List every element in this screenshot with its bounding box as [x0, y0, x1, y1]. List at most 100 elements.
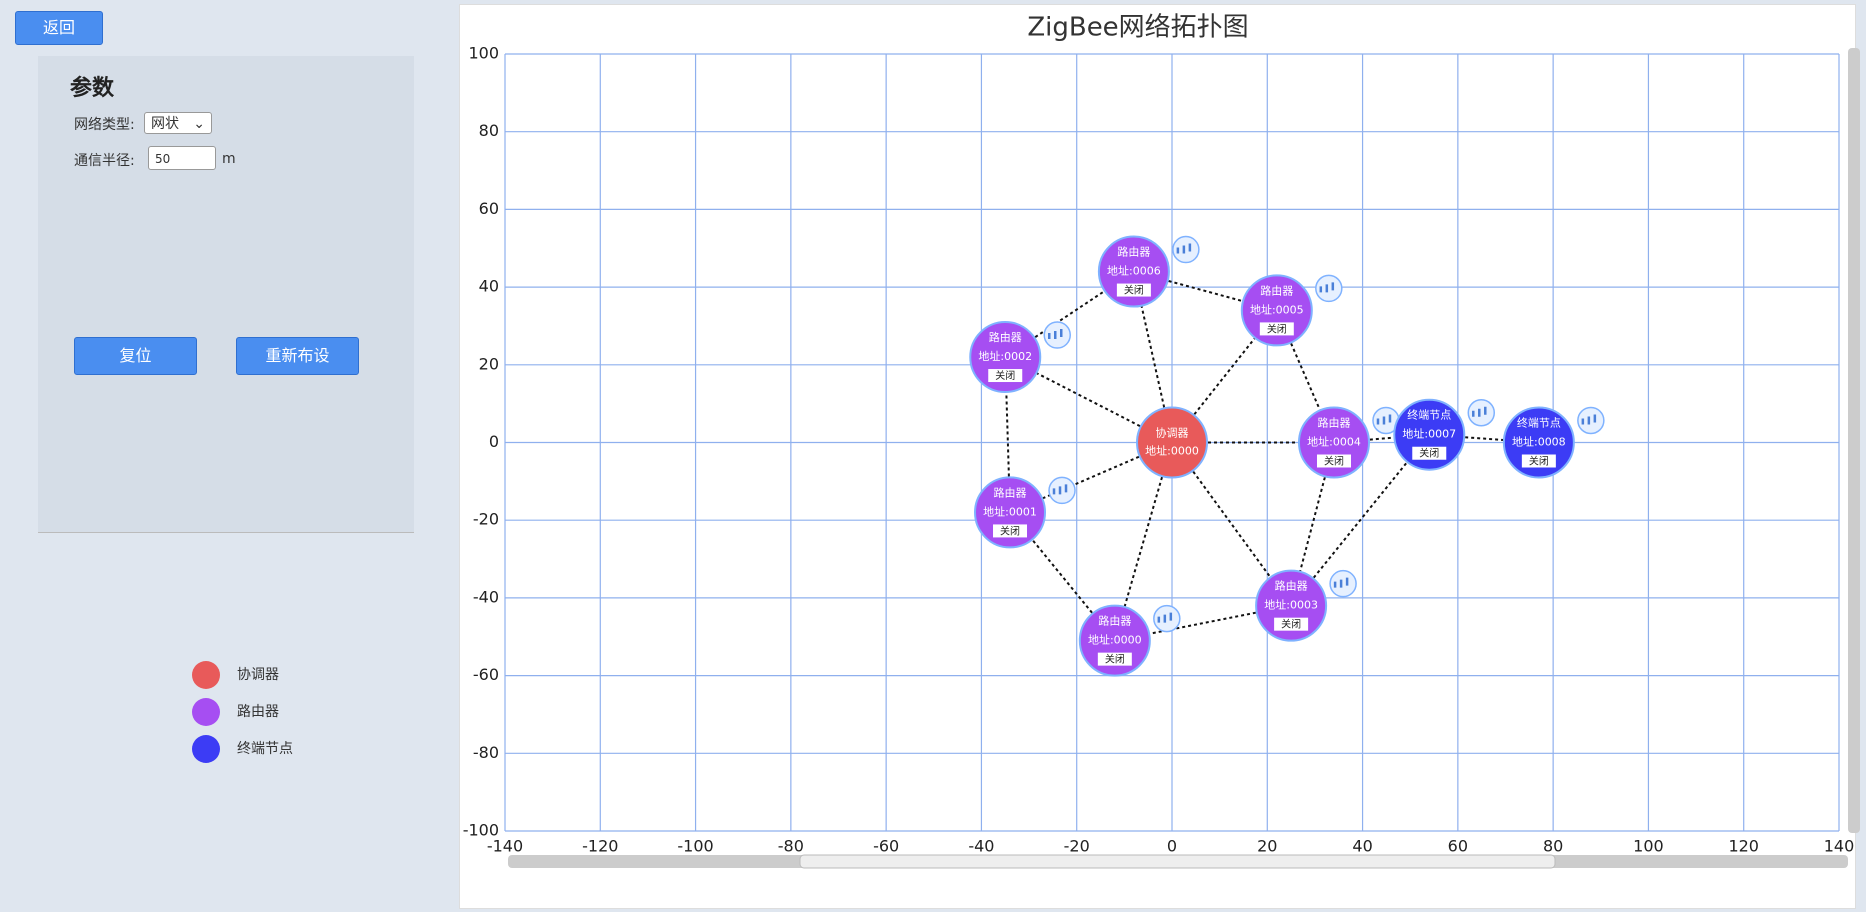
signal-bars	[1157, 612, 1173, 623]
legend-swatch	[192, 661, 220, 689]
y-tick-label: -80	[473, 743, 499, 762]
close-button[interactable]	[993, 524, 1028, 538]
x-tick-label: 60	[1448, 837, 1468, 856]
back-button[interactable]: 返回	[15, 11, 103, 45]
node-address: 地址:0005	[1250, 302, 1304, 316]
node-address: 地址:0002	[978, 349, 1032, 363]
close-button[interactable]	[1521, 454, 1556, 468]
node-address: 地址:0008	[1512, 435, 1566, 449]
node-address: 地址:0006	[1107, 264, 1161, 278]
signal-icon	[1467, 398, 1496, 427]
link	[1290, 434, 1431, 607]
x-tick-label: -140	[487, 837, 523, 856]
node-circle	[1097, 235, 1170, 308]
close-button[interactable]	[1097, 652, 1132, 666]
node-type: 路由器	[1260, 283, 1293, 297]
x-tick-label: -40	[968, 837, 994, 856]
signal-icon	[1043, 321, 1071, 349]
network-type-value: 网状	[151, 116, 179, 132]
node-address: 地址:0000	[1145, 444, 1199, 458]
signal-bars	[1581, 414, 1597, 425]
node-type: 终端节点	[1517, 416, 1561, 430]
signal-icon	[1172, 235, 1200, 264]
x-tick-label: 100	[1633, 837, 1664, 856]
node-circle	[1393, 398, 1466, 471]
y-tick-label: -60	[473, 665, 499, 684]
signal-bars	[1333, 577, 1349, 588]
node-type: 路由器	[994, 485, 1027, 499]
close-button-label: 关闭	[1419, 447, 1439, 460]
node-type: 路由器	[1117, 245, 1150, 259]
node-circle	[974, 476, 1047, 549]
x-tick-label: 80	[1543, 837, 1563, 856]
x-tick-label: -100	[677, 837, 713, 856]
network-type-label: 网络类型:	[74, 117, 135, 133]
legend-label: 协调器	[237, 667, 279, 683]
close-button[interactable]	[1316, 454, 1351, 468]
signal-icon	[1048, 476, 1076, 505]
y-tick-label: 60	[479, 199, 499, 218]
close-button-label: 关闭	[1529, 455, 1549, 468]
x-tick-label: 0	[1167, 837, 1177, 856]
close-button-label: 关闭	[1000, 524, 1020, 537]
y-tick-label: 40	[479, 277, 499, 296]
node-circle	[1136, 406, 1208, 479]
node-type: 路由器	[1317, 416, 1350, 430]
close-button[interactable]	[1412, 446, 1447, 460]
node-address: 地址:0000	[1088, 633, 1142, 647]
node-address: 地址:0004	[1307, 435, 1361, 449]
legend-swatch	[192, 698, 220, 726]
signal-icon	[1577, 406, 1605, 435]
node-type: 协调器	[1156, 426, 1189, 440]
node-address: 地址:0007	[1402, 427, 1456, 441]
node-circle	[969, 321, 1042, 394]
legend-label: 路由器	[237, 704, 279, 720]
node-type: 终端节点	[1407, 408, 1451, 422]
y-tick-label: 0	[489, 432, 499, 451]
close-button-label: 关闭	[1281, 618, 1301, 631]
close-button[interactable]	[988, 369, 1023, 383]
close-button-label: 关闭	[995, 369, 1015, 382]
y-tick-label: 100	[468, 44, 499, 63]
close-button[interactable]	[1274, 617, 1309, 631]
signal-bars	[1048, 329, 1063, 340]
close-button-label: 关闭	[1267, 322, 1287, 335]
y-tick-label: -20	[473, 510, 499, 529]
x-tick-label: 40	[1352, 837, 1372, 856]
legend-swatch	[192, 735, 220, 763]
x-tick-label: 20	[1257, 837, 1277, 856]
node-circle	[1297, 406, 1370, 479]
link	[1113, 442, 1173, 641]
signal-icon	[1153, 604, 1181, 633]
node-address: 地址:0003	[1264, 598, 1318, 612]
node-type: 路由器	[989, 330, 1022, 344]
x-tick-label: 120	[1728, 837, 1759, 856]
signal-icon	[1315, 274, 1343, 303]
h-scroll-thumb[interactable]	[799, 854, 1556, 869]
param-panel: 参数 网络类型: 网状 ⌄ 通信半径: 50 m 复位 重新布设	[38, 56, 414, 533]
x-tick-label: -60	[873, 837, 899, 856]
relayout-button[interactable]: 重新布设	[236, 337, 359, 375]
close-button[interactable]	[1116, 283, 1151, 297]
close-button[interactable]	[1259, 322, 1294, 336]
y-tick-label: -100	[463, 821, 499, 840]
reset-button[interactable]: 复位	[74, 337, 197, 375]
radius-unit: m	[222, 151, 236, 167]
chart-title: ZigBee网络拓扑图	[1027, 13, 1248, 43]
x-tick-label: -80	[778, 837, 804, 856]
legend-label: 终端节点	[237, 741, 293, 757]
network-type-select[interactable]: 网状 ⌄	[144, 112, 212, 134]
v-scrollbar[interactable]	[1848, 48, 1860, 833]
radius-input[interactable]: 50	[148, 146, 216, 170]
